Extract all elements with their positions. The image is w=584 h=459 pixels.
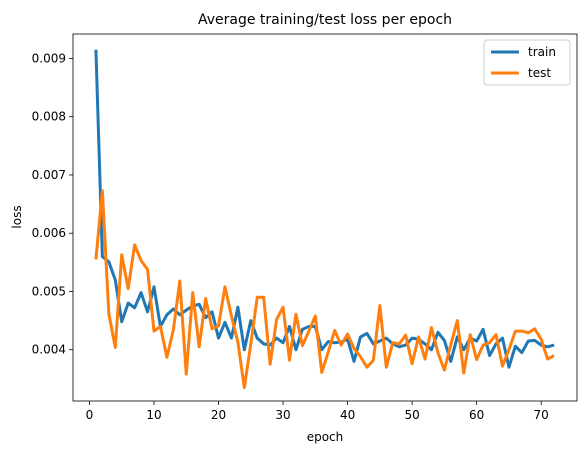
y-tick-label: 0.008 <box>32 110 66 124</box>
legend-box <box>483 39 571 86</box>
x-tick-label: 70 <box>534 408 549 422</box>
x-ticks: 0 10 20 30 40 50 60 70 <box>86 401 549 422</box>
x-tick-label: 50 <box>404 408 419 422</box>
series-lines <box>94 49 555 390</box>
y-ticks: 0.004 0.005 0.006 0.007 0.008 0.009 <box>32 51 73 357</box>
x-tick-label: 10 <box>146 408 161 422</box>
y-tick-label: 0.009 <box>32 51 66 65</box>
y-axis-label: loss <box>10 205 24 228</box>
x-tick-label: 20 <box>211 408 226 422</box>
x-axis-label: epoch <box>307 430 344 444</box>
y-tick-label: 0.007 <box>32 168 66 182</box>
series-line-train <box>94 49 555 369</box>
x-tick-label: 60 <box>469 408 484 422</box>
series-line-test <box>94 189 555 390</box>
legend-label-train: train <box>528 45 556 59</box>
y-tick-label: 0.006 <box>32 226 66 240</box>
legend-label-test: test <box>528 66 551 80</box>
x-tick-label: 40 <box>340 408 355 422</box>
chart-title: Average training/test loss per epoch <box>198 12 452 28</box>
x-tick-label: 30 <box>275 408 290 422</box>
y-tick-label: 0.005 <box>32 284 66 298</box>
y-tick-label: 0.004 <box>32 343 66 357</box>
plot-frame <box>72 33 578 402</box>
legend: train test <box>483 39 571 86</box>
x-tick-label: 0 <box>86 408 94 422</box>
